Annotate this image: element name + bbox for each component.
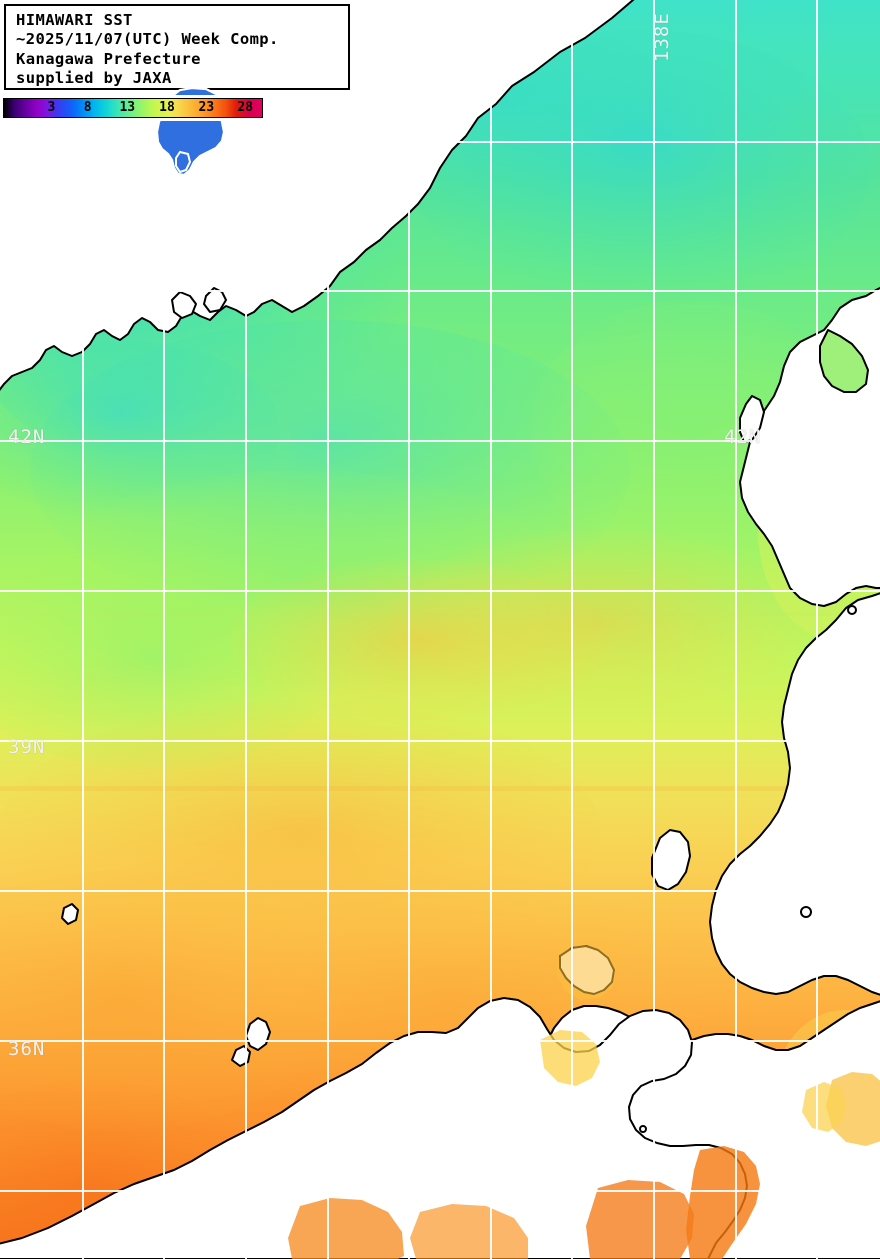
colorbar-tick-3: 3 <box>47 100 56 115</box>
title-line-datestamp: ~2025/11/07(UTC) Week Comp. <box>16 30 279 49</box>
colorbar-tick-23: 23 <box>198 100 215 115</box>
title-box: HIMAWARI SST ~2025/11/07(UTC) Week Comp.… <box>4 4 350 90</box>
colorbar-gradient <box>3 98 263 118</box>
title-line-product: HIMAWARI SST <box>16 11 133 29</box>
coastal-warm-fringe <box>288 944 880 1259</box>
colorbar-tick-18: 18 <box>159 100 175 115</box>
sst-colorbar: 3 8 13 18 23 28 <box>0 95 268 121</box>
colorbar-tick-28: 28 <box>237 100 254 115</box>
title-line-region: Kanagawa Prefecture <box>16 49 201 68</box>
title-line-source: supplied by JAXA <box>16 68 172 87</box>
colorbar-tick-8: 8 <box>83 100 92 115</box>
colorbar-tick-13: 13 <box>119 100 136 115</box>
